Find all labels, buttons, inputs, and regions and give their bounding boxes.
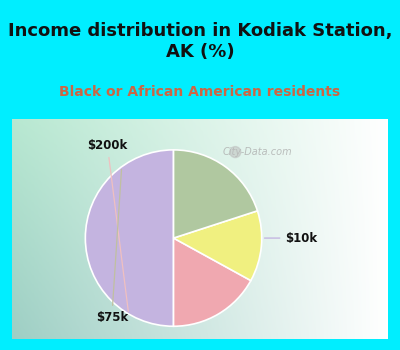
Text: $75k: $75k — [96, 169, 128, 324]
Text: $200k: $200k — [87, 139, 128, 311]
Circle shape — [230, 147, 241, 158]
Text: Black or African American residents: Black or African American residents — [60, 85, 340, 99]
Text: Income distribution in Kodiak Station,
AK (%): Income distribution in Kodiak Station, A… — [8, 22, 392, 61]
Wedge shape — [85, 150, 174, 326]
Wedge shape — [174, 238, 251, 326]
Wedge shape — [174, 211, 262, 281]
Text: $10k: $10k — [264, 232, 318, 245]
Text: City-Data.com: City-Data.com — [222, 147, 292, 157]
Text: $50k: $50k — [0, 349, 1, 350]
Wedge shape — [174, 150, 258, 238]
